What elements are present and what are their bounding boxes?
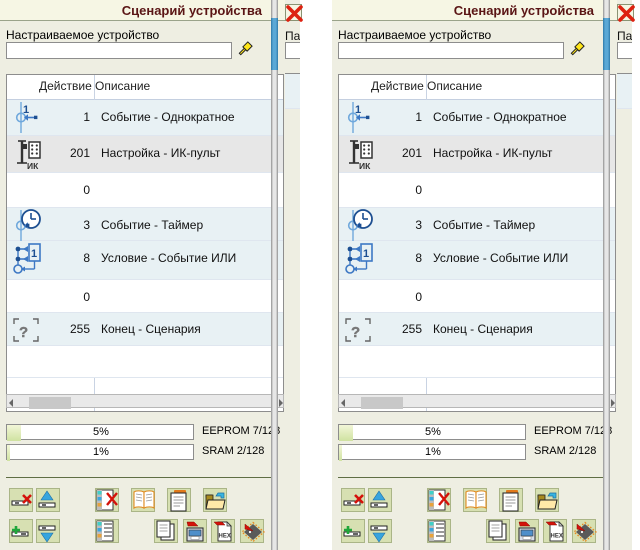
svg-text:?: ? bbox=[19, 324, 28, 341]
svg-text:ИК: ИК bbox=[27, 161, 39, 171]
svg-text:1: 1 bbox=[23, 104, 29, 116]
svg-text:HEX: HEX bbox=[219, 534, 231, 540]
svg-text:1: 1 bbox=[363, 248, 369, 260]
svg-text:1: 1 bbox=[355, 104, 361, 116]
svg-text:?: ? bbox=[351, 324, 360, 341]
svg-text:1: 1 bbox=[31, 248, 37, 260]
svg-text:HEX: HEX bbox=[551, 534, 563, 540]
svg-text:ИК: ИК bbox=[359, 161, 371, 171]
